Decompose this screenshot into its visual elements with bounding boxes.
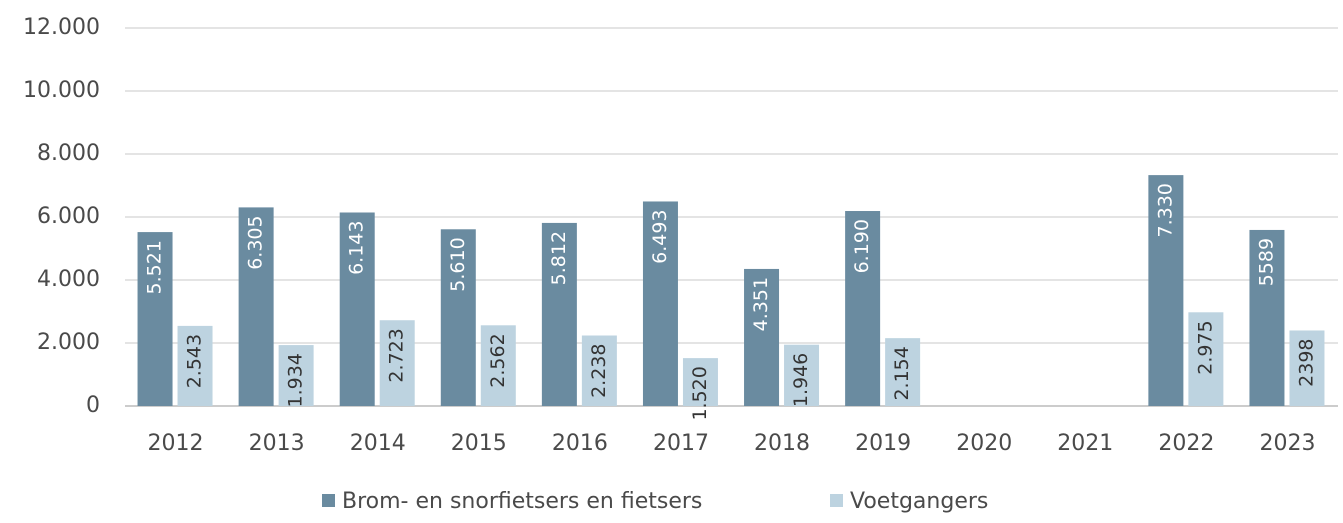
- bar: [1289, 330, 1325, 406]
- value-label: 6.190: [851, 219, 873, 273]
- legend-label: Voetgangers: [850, 489, 988, 514]
- value-label: 6.305: [245, 215, 267, 269]
- x-tick-label: 2023: [1259, 431, 1315, 456]
- value-label: 2398: [1295, 338, 1317, 386]
- bar: [581, 335, 617, 406]
- bar: [541, 222, 577, 406]
- value-label: 2.975: [1194, 320, 1216, 374]
- bar: [845, 211, 881, 406]
- x-tick-label: 2019: [855, 431, 911, 456]
- bar: [278, 345, 314, 406]
- value-label: 2.723: [386, 328, 408, 382]
- y-tick-label: 12.000: [23, 15, 100, 40]
- y-tick-label: 8.000: [37, 141, 100, 166]
- bar: [379, 320, 415, 406]
- bar: [885, 338, 921, 406]
- x-tick-label: 2022: [1158, 431, 1214, 456]
- value-label: 6.143: [346, 220, 368, 274]
- x-tick-label: 2013: [249, 431, 305, 456]
- y-tick-label: 2.000: [37, 330, 100, 355]
- bar: [238, 207, 274, 406]
- x-tick-label: 2017: [653, 431, 709, 456]
- bar: [784, 344, 820, 406]
- bar: [744, 268, 780, 406]
- x-tick-label: 2018: [754, 431, 810, 456]
- value-label: 5.812: [548, 231, 570, 285]
- value-label: 6.493: [649, 209, 671, 263]
- x-tick-label: 2020: [956, 431, 1012, 456]
- value-label: 7.330: [1154, 183, 1176, 237]
- y-tick-label: 0: [86, 393, 100, 418]
- value-label: 2.238: [588, 344, 610, 398]
- value-label: 1.934: [285, 353, 307, 407]
- bar: [339, 212, 375, 406]
- value-label: 2.154: [891, 346, 913, 400]
- bar: [642, 201, 678, 406]
- y-tick-label: 10.000: [23, 78, 100, 103]
- x-tick-label: 2021: [1057, 431, 1113, 456]
- x-tick-label: 2014: [350, 431, 406, 456]
- legend-swatch: [830, 494, 843, 507]
- value-label: 5.521: [144, 240, 166, 294]
- value-label: 5.610: [447, 237, 469, 291]
- bar: [682, 358, 718, 406]
- x-tick-label: 2015: [451, 431, 507, 456]
- bar: [440, 229, 476, 406]
- bar: [137, 232, 173, 406]
- value-label: 5589: [1255, 238, 1277, 286]
- value-label: 1.946: [790, 353, 812, 407]
- bar: [1249, 229, 1285, 406]
- y-tick-label: 6.000: [37, 204, 100, 229]
- bar: [1188, 312, 1224, 406]
- bar: [480, 325, 516, 406]
- y-tick-label: 4.000: [37, 267, 100, 292]
- legend-swatch: [322, 494, 335, 507]
- value-label: 1.520: [689, 366, 711, 420]
- bar: [177, 325, 213, 406]
- value-label: 2.543: [184, 334, 206, 388]
- value-label: 4.351: [750, 277, 772, 331]
- bar: [1148, 175, 1184, 406]
- x-tick-label: 2016: [552, 431, 608, 456]
- legend-label: Brom- en snorfietsers en fietsers: [342, 489, 702, 514]
- value-label: 2.562: [487, 333, 509, 387]
- x-tick-label: 2012: [148, 431, 204, 456]
